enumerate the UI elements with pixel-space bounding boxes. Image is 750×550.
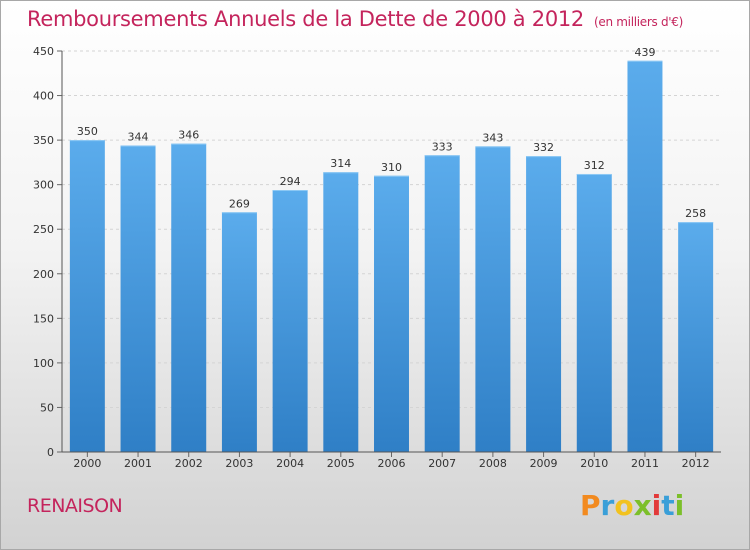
y-tick-label-0: 0	[47, 446, 54, 459]
bar-2000	[69, 140, 105, 452]
data-label-2003: 269	[229, 197, 250, 210]
bar-2002	[171, 143, 207, 453]
x-tick-label-2006: 2006	[378, 457, 406, 470]
x-tick-label-2001: 2001	[124, 457, 152, 470]
place-name: RENAISON	[27, 495, 123, 517]
x-tick-label-2005: 2005	[327, 457, 355, 470]
data-label-2012: 258	[685, 207, 706, 220]
bar-2010	[576, 173, 612, 452]
x-tick-label-2003: 2003	[225, 457, 253, 470]
data-label-2004: 294	[280, 175, 301, 188]
bar-2007	[424, 155, 460, 452]
y-tick-label-50: 50	[40, 401, 54, 414]
data-label-2000: 350	[77, 125, 98, 138]
y-tick-label-450: 450	[33, 45, 54, 58]
y-tick-label-200: 200	[33, 268, 54, 281]
data-label-2002: 346	[178, 129, 199, 142]
bar-2008	[475, 146, 511, 453]
y-tick-label-350: 350	[33, 134, 54, 147]
y-tick-label-400: 400	[33, 90, 54, 103]
data-label-2006: 310	[381, 161, 402, 174]
logo-letter: i	[674, 489, 685, 522]
bar-2004	[272, 190, 308, 452]
x-tick-label-2004: 2004	[276, 457, 304, 470]
chart-title: Remboursements Annuels de la Dette de 20…	[27, 7, 683, 31]
bar-2011	[627, 60, 663, 453]
data-label-2005: 314	[330, 157, 351, 170]
logo-letter: x	[633, 489, 652, 522]
bar-2012	[678, 222, 714, 452]
bar-2001	[120, 145, 156, 453]
y-tick-label-300: 300	[33, 179, 54, 192]
x-tick-label-2011: 2011	[631, 457, 659, 470]
x-tick-label-2002: 2002	[175, 457, 203, 470]
proxiti-logo: Proxiti	[580, 489, 684, 522]
y-tick-label-250: 250	[33, 223, 54, 236]
x-tick-label-2009: 2009	[530, 457, 558, 470]
data-label-2001: 344	[128, 130, 149, 143]
bar-2006	[374, 175, 409, 452]
x-tick-label-2010: 2010	[580, 457, 608, 470]
logo-letter: r	[600, 489, 615, 522]
logo-letter: t	[661, 489, 675, 522]
bar-2009	[526, 156, 562, 452]
data-label-2010: 312	[584, 159, 605, 172]
bar-2005	[323, 172, 359, 453]
data-label-2009: 332	[533, 141, 554, 154]
bar-2003	[221, 212, 257, 452]
x-tick-label-2012: 2012	[682, 457, 710, 470]
logo-letter: i	[651, 489, 662, 522]
logo-letter: P	[580, 489, 601, 522]
x-tick-label-2000: 2000	[73, 457, 101, 470]
data-label-2011: 439	[634, 46, 655, 59]
y-tick-label-150: 150	[33, 312, 54, 325]
y-tick-label-100: 100	[33, 357, 54, 370]
x-tick-label-2007: 2007	[428, 457, 456, 470]
logo-letter: o	[614, 489, 634, 522]
data-label-2008: 343	[482, 131, 503, 144]
data-label-2007: 333	[432, 140, 453, 153]
chart-unit-note: (en milliers d'€)	[594, 15, 684, 29]
x-tick-label-2008: 2008	[479, 457, 507, 470]
chart-title-text: Remboursements Annuels de la Dette de 20…	[27, 7, 584, 31]
